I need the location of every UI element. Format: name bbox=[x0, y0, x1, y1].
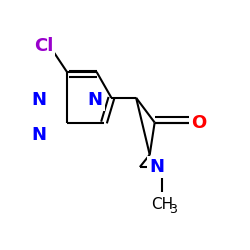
Text: N: N bbox=[31, 126, 46, 144]
Text: CH: CH bbox=[151, 196, 173, 212]
Text: O: O bbox=[192, 114, 207, 132]
Text: N: N bbox=[88, 91, 103, 109]
Text: 3: 3 bbox=[169, 202, 177, 215]
Text: N: N bbox=[150, 158, 165, 176]
Text: Cl: Cl bbox=[34, 37, 53, 55]
Text: N: N bbox=[31, 91, 46, 109]
